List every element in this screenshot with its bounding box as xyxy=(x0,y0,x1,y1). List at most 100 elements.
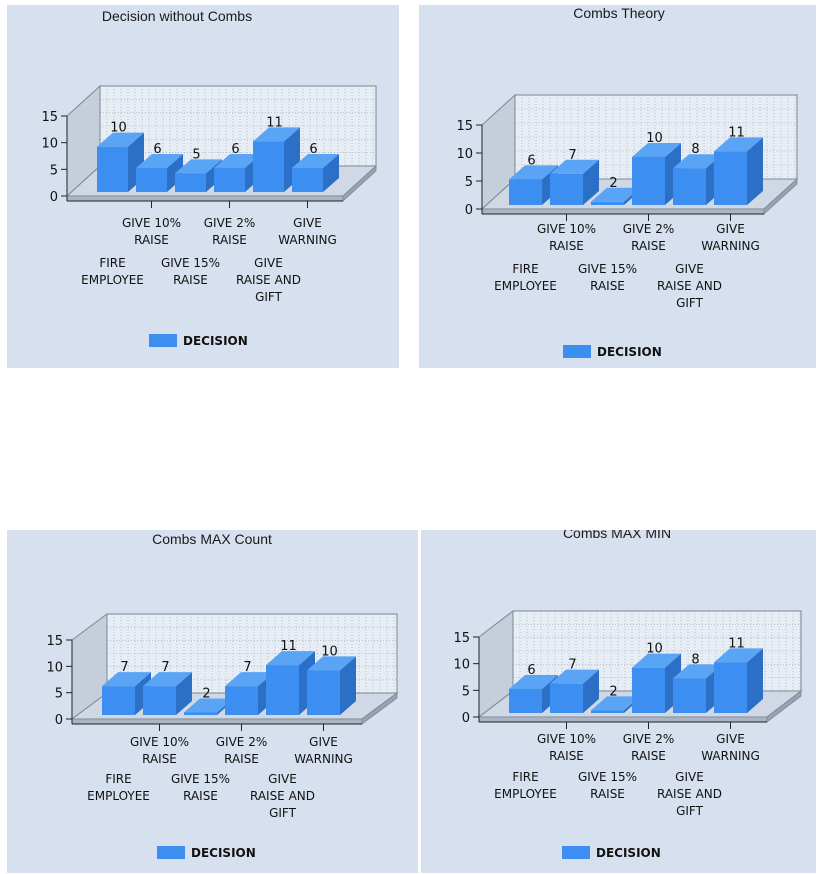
bar-side xyxy=(583,159,599,205)
legend-label: DECISION xyxy=(191,846,256,860)
category-label: GIVE 2% RAISE xyxy=(623,732,674,763)
legend-swatch xyxy=(562,846,590,859)
data-label: 7 xyxy=(120,660,128,675)
chart-combs-theory: Combs Theory 0 5 10 15 6 7 2 10 8 11 FIRE EMPLOYEE GI… xyxy=(456,5,799,359)
bar-top xyxy=(673,664,722,679)
bar-front xyxy=(97,146,128,192)
bar-3 xyxy=(632,653,681,713)
category-label: GIVE RAISE AND GIFT xyxy=(236,256,301,304)
bar-front xyxy=(673,678,706,713)
bar-side xyxy=(747,648,763,713)
y-tick-label: 15 xyxy=(41,110,58,125)
category-label: GIVE 2% RAISE xyxy=(216,735,267,766)
bar-5 xyxy=(307,656,356,715)
category-label: GIVE WARNING xyxy=(294,735,353,766)
bar-5 xyxy=(714,648,763,713)
bar-top xyxy=(184,698,233,713)
bar-top xyxy=(266,651,315,666)
bar-side xyxy=(323,154,339,192)
bar-front xyxy=(550,683,583,713)
y-tick-label: 10 xyxy=(453,658,470,673)
category-label: GIVE RAISE AND GIFT xyxy=(657,262,722,310)
bar-top xyxy=(509,165,558,180)
category-label: GIVE WARNING xyxy=(701,732,760,763)
bar-front xyxy=(550,173,583,205)
chart-panel-decision-without-combs: Decision without Combs 0 5 10 15 10 6 5 6 11 6 FIRE… xyxy=(7,5,399,368)
y-tick-label: 15 xyxy=(46,634,63,649)
y-tick-label: 0 xyxy=(465,203,473,218)
data-label: 6 xyxy=(309,142,317,157)
bar-front xyxy=(136,168,167,192)
category-label: GIVE 15% RAISE xyxy=(578,770,637,801)
bar-front xyxy=(591,201,624,205)
data-label: 2 xyxy=(202,686,210,701)
y-tick-label: 15 xyxy=(456,119,473,134)
floor-edge xyxy=(71,718,363,725)
y-tick-label: 5 xyxy=(50,163,58,178)
bar-front xyxy=(175,173,206,192)
chart-combs-max-min: Combs MAX MIN 0 5 10 15 6 7 2 10 8 11 FIRE EMPLOYEE G… xyxy=(453,530,803,860)
chart-panel-combs-theory: Combs Theory 0 5 10 15 6 7 2 10 8 11 FIRE EMPLOYEE GI… xyxy=(419,5,816,368)
y-tick-label: 0 xyxy=(55,713,63,728)
y-tick-label: 0 xyxy=(462,711,470,726)
category-label: GIVE RAISE AND GIFT xyxy=(657,770,722,818)
bar-front xyxy=(509,179,542,205)
chart-title: Decision without Combs xyxy=(102,8,252,24)
legend-swatch xyxy=(157,846,185,859)
bar-side xyxy=(340,656,356,715)
bar-front xyxy=(673,168,706,205)
category-label: GIVE 2% RAISE xyxy=(623,222,674,253)
data-label: 6 xyxy=(527,663,535,678)
bar-front xyxy=(214,168,245,192)
floor-edge xyxy=(66,195,344,202)
bar-front xyxy=(184,712,217,715)
bar-front xyxy=(292,168,323,192)
bar-3 xyxy=(225,672,274,715)
data-label: 2 xyxy=(609,176,617,191)
bar-5 xyxy=(292,154,339,192)
bar-top xyxy=(307,656,356,671)
bar-top xyxy=(673,154,722,169)
legend-label: DECISION xyxy=(597,345,662,359)
bar-side xyxy=(167,154,183,192)
floor-edge-side xyxy=(342,165,377,202)
chart-title: Combs MAX Count xyxy=(152,531,272,547)
bar-front xyxy=(225,686,258,715)
y-tick-label: 0 xyxy=(50,190,58,205)
bar-top xyxy=(509,675,558,689)
chart-panel-combs-max-min: Combs MAX MIN 0 5 10 15 6 7 2 10 8 11 FIRE EMPLOYEE G… xyxy=(421,530,816,873)
category-label: FIRE EMPLOYEE xyxy=(494,770,557,801)
bar-front xyxy=(714,662,747,713)
bar-top xyxy=(714,137,763,152)
data-label: 10 xyxy=(110,121,127,136)
category-label: GIVE 15% RAISE xyxy=(161,256,220,287)
bar-1 xyxy=(550,159,599,205)
bar-front xyxy=(509,689,542,713)
bar-top xyxy=(714,648,763,663)
data-label: 8 xyxy=(691,652,699,667)
bar-top xyxy=(632,653,681,668)
bar-front xyxy=(307,670,340,715)
category-label: GIVE RAISE AND GIFT xyxy=(250,772,315,820)
data-label: 11 xyxy=(728,125,745,140)
category-label: GIVE 15% RAISE xyxy=(171,772,230,803)
y-tick-label: 5 xyxy=(462,684,470,699)
category-label: GIVE WARNING xyxy=(278,216,337,247)
bar-side xyxy=(747,137,763,205)
bar-top xyxy=(591,187,640,202)
category-label: FIRE EMPLOYEE xyxy=(494,262,557,293)
category-label: FIRE EMPLOYEE xyxy=(81,256,144,287)
bar-4 xyxy=(673,664,722,713)
data-label: 6 xyxy=(153,142,161,157)
category-label: GIVE 2% RAISE xyxy=(204,216,255,247)
bar-top xyxy=(175,159,222,174)
floor-edge-side xyxy=(361,692,398,725)
data-label: 7 xyxy=(161,660,169,675)
bar-front xyxy=(253,141,284,192)
floor-edge xyxy=(481,208,765,215)
data-label: 11 xyxy=(266,115,283,130)
data-label: 11 xyxy=(728,636,745,651)
bar-front xyxy=(102,686,135,715)
data-label: 11 xyxy=(280,639,297,654)
bar-side xyxy=(176,672,192,715)
